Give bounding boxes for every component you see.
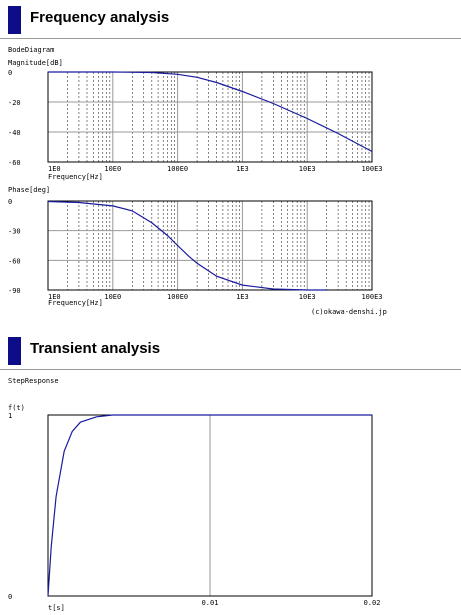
x-tick-label: 10E0 (104, 293, 121, 301)
x-tick-label: 100E3 (361, 165, 382, 173)
y-tick-label: -40 (8, 129, 21, 137)
x-tick-label: 0.02 (364, 599, 381, 607)
y-tick-label: 1 (8, 412, 12, 420)
section-title: Frequency analysis (30, 9, 170, 26)
x-tick-label: 0.01 (202, 599, 219, 607)
y-tick-label: -20 (8, 99, 21, 107)
y-tick-label: -90 (8, 287, 21, 295)
y-tick-label: -60 (8, 257, 21, 265)
y-tick-label: -60 (8, 159, 21, 167)
x-tick-label: 100E0 (167, 293, 188, 301)
magnitude-axis-label: Magnitude[dB] (8, 59, 63, 67)
step-xaxis-label: t[s] (48, 604, 65, 612)
phase-xaxis-label: Frequency[Hz] (48, 299, 103, 307)
section-marker (8, 6, 21, 34)
x-tick-label: 1E0 (48, 293, 61, 301)
section-title: Transient analysis (30, 340, 161, 357)
x-tick-label: 10E3 (299, 293, 316, 301)
bode-diagram-label: BodeDiagram (8, 46, 55, 54)
step-yaxis-label: f(t) (8, 404, 25, 412)
x-tick-label: 100E3 (361, 293, 382, 301)
plot-frame (47, 71, 373, 163)
y-tick-label: 0 (8, 198, 12, 206)
series-line (48, 71, 373, 153)
section-marker (8, 337, 21, 365)
divider (0, 369, 461, 370)
plot-frame (47, 200, 373, 291)
step-response-label: StepResponse (8, 377, 59, 385)
frequency-analysis-header: Frequency analysis (0, 3, 461, 39)
y-tick-label: -30 (8, 228, 21, 236)
magnitude-xaxis-label: Frequency[Hz] (48, 173, 103, 181)
series-line (47, 200, 327, 291)
y-tick-label: 0 (8, 69, 12, 77)
x-tick-label: 1E3 (236, 165, 249, 173)
x-tick-label: 100E0 (167, 165, 188, 173)
x-tick-label: 10E3 (299, 165, 316, 173)
x-tick-label: 1E0 (48, 165, 61, 173)
y-tick-label: 0 (8, 593, 12, 601)
series-line (47, 414, 372, 597)
x-tick-label: 10E0 (104, 165, 121, 173)
x-tick-label: 1E3 (236, 293, 249, 301)
transient-analysis-header: Transient analysis (0, 334, 461, 370)
copyright-credit: (c)okawa-denshi.jp (311, 308, 387, 316)
phase-axis-label: Phase[deg] (8, 186, 51, 194)
divider (0, 38, 461, 39)
